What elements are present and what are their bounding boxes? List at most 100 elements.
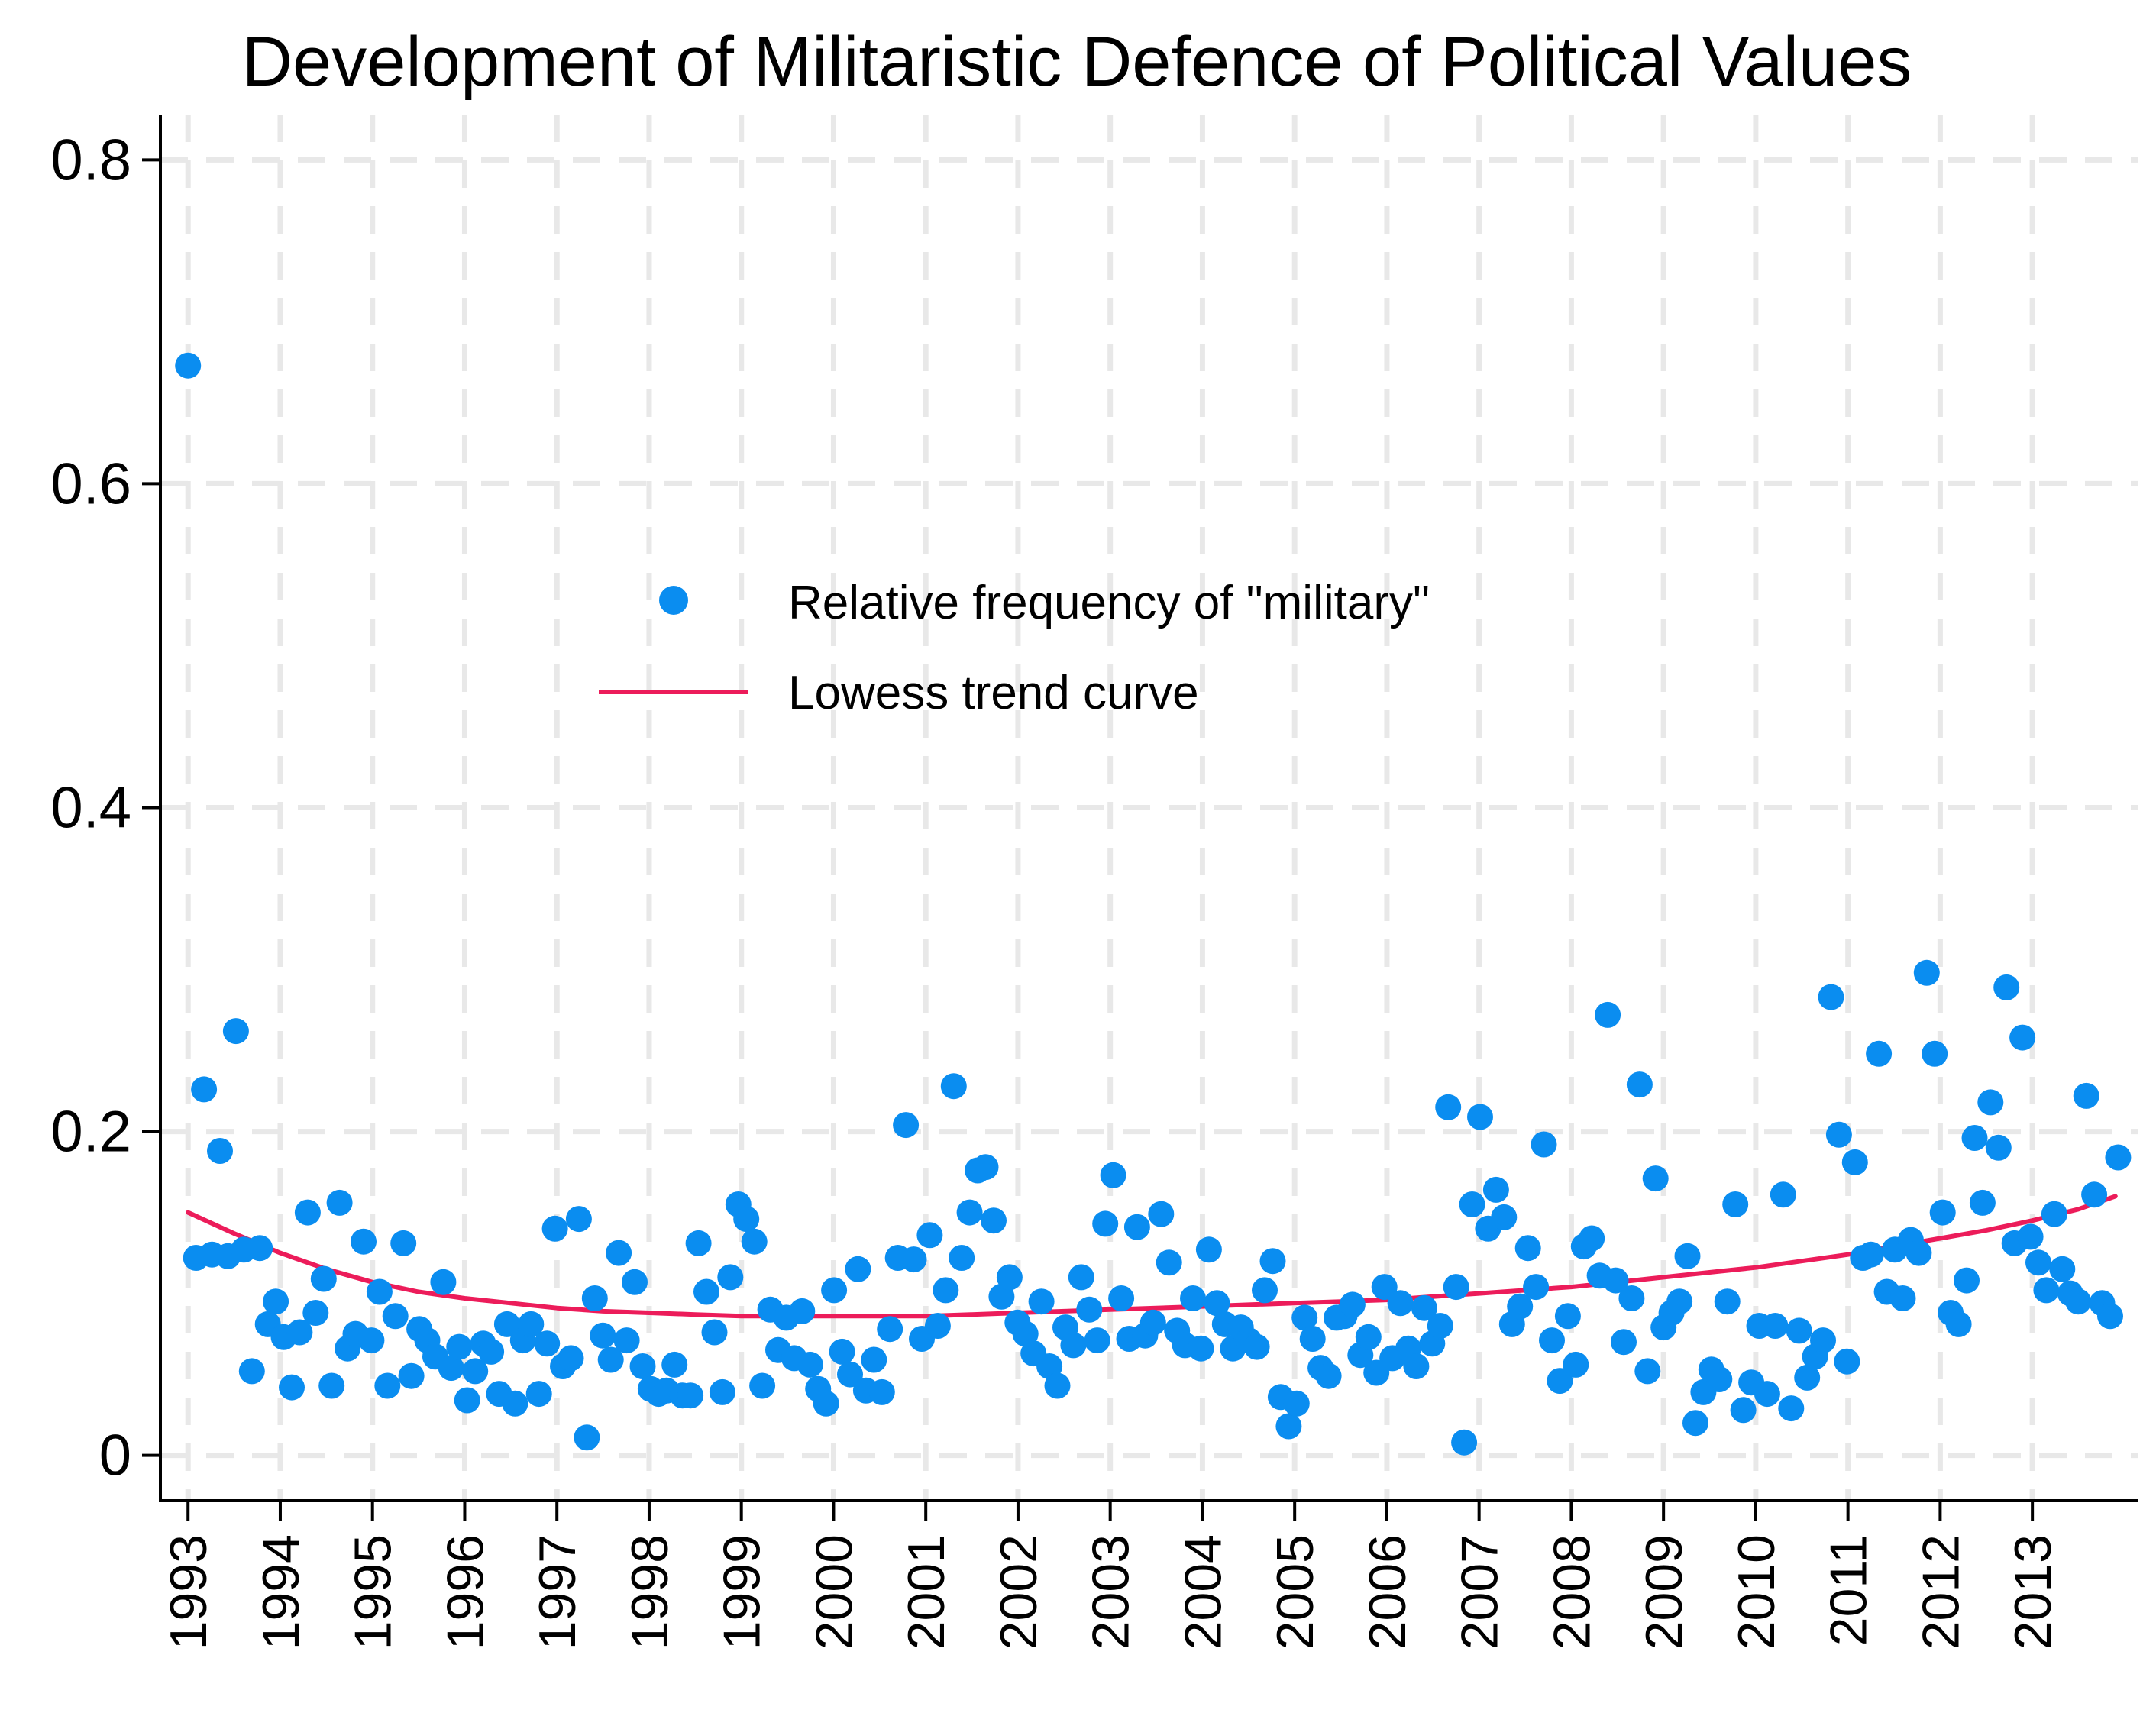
x-tick-label: 2009 xyxy=(1635,1534,1693,1650)
x-tick-label: 1996 xyxy=(436,1534,494,1650)
scatter-point xyxy=(1674,1243,1701,1269)
scatter-point xyxy=(294,1199,321,1226)
scatter-point xyxy=(1148,1201,1175,1227)
scatter-point xyxy=(2081,1181,2108,1208)
scatter-point xyxy=(366,1278,393,1305)
y-tick-label: 0.2 xyxy=(50,1100,131,1165)
y-tick-label: 0.6 xyxy=(50,451,131,516)
legend: Relative frequency of "military" Lowess … xyxy=(599,577,1430,719)
x-tick-label: 1995 xyxy=(344,1534,402,1650)
scatter-point xyxy=(1993,974,2020,1000)
scatter-point xyxy=(1028,1288,1055,1315)
scatter-point xyxy=(2105,1144,2132,1171)
scatter-point xyxy=(462,1358,489,1385)
scatter-point xyxy=(693,1278,719,1305)
scatter-point xyxy=(1139,1309,1166,1336)
scatter-point xyxy=(398,1362,425,1389)
scatter-point xyxy=(1977,1089,2004,1116)
scatter-point xyxy=(1252,1277,1278,1304)
scatter-point xyxy=(1913,959,1940,986)
scatter-point xyxy=(493,1311,520,1337)
scatter-point xyxy=(318,1372,345,1399)
scatter-point xyxy=(247,1235,273,1262)
scatter-point xyxy=(861,1346,887,1373)
scatter-point xyxy=(813,1390,839,1417)
x-tick-label: 2000 xyxy=(805,1534,863,1650)
scatter-point xyxy=(1762,1313,1789,1339)
scatter-point xyxy=(1778,1395,1805,1422)
scatter-point xyxy=(175,352,202,379)
scatter-point xyxy=(574,1424,600,1451)
scatter-point xyxy=(981,1207,1007,1234)
scatter-point xyxy=(1682,1410,1708,1437)
scatter-point xyxy=(1642,1165,1669,1192)
scatter-point xyxy=(845,1256,871,1282)
scatter-point xyxy=(1387,1290,1414,1317)
scatter-point xyxy=(1036,1353,1063,1379)
x-tick-label: 2005 xyxy=(1266,1534,1324,1650)
scatter-point xyxy=(1451,1429,1478,1456)
scatter-point xyxy=(534,1330,561,1357)
scatter-point xyxy=(1491,1204,1518,1230)
scatter-point xyxy=(1123,1214,1150,1240)
x-tick-label: 2004 xyxy=(1174,1534,1232,1650)
scatter-point xyxy=(1922,1040,1948,1067)
scatter-point xyxy=(877,1316,903,1343)
scatter-point xyxy=(1507,1293,1534,1320)
scatter-point xyxy=(1156,1249,1182,1276)
x-tick-label: 1997 xyxy=(528,1534,587,1650)
scatter-point xyxy=(1554,1303,1581,1330)
scatter-point xyxy=(1547,1368,1573,1395)
scatter-point xyxy=(996,1264,1023,1291)
scatter-point xyxy=(1044,1372,1071,1399)
scatter-point xyxy=(1092,1210,1119,1237)
scatter-point xyxy=(238,1358,265,1385)
scatter-point xyxy=(1459,1191,1485,1217)
scatter-point xyxy=(1403,1353,1430,1379)
scatter-point xyxy=(1275,1413,1302,1440)
scatter-point xyxy=(541,1215,568,1242)
scatter-point xyxy=(1810,1327,1836,1354)
scatter-point xyxy=(1602,1267,1629,1294)
scatter-point xyxy=(1754,1381,1780,1408)
scatter-point xyxy=(1722,1191,1749,1217)
scatter-point xyxy=(629,1353,656,1379)
scatter-point xyxy=(1770,1181,1796,1208)
scatter-point xyxy=(207,1138,233,1164)
scatter-point xyxy=(454,1387,480,1414)
x-tick-label: 2008 xyxy=(1543,1534,1601,1650)
scatter-point xyxy=(741,1228,768,1255)
x-tick-label: 2002 xyxy=(990,1534,1048,1650)
scatter-point xyxy=(1866,1040,1893,1067)
y-tick-label: 0.4 xyxy=(50,776,131,841)
x-tick-label: 2012 xyxy=(1912,1534,1970,1650)
scatter-point xyxy=(1283,1390,1310,1417)
scatter-point xyxy=(518,1311,545,1337)
scatter-point xyxy=(597,1346,624,1373)
scatter-point xyxy=(1411,1294,1437,1321)
scatter-point xyxy=(558,1345,584,1372)
x-tick-label: 1993 xyxy=(160,1534,218,1650)
scatter-point xyxy=(1905,1240,1932,1266)
scatter-point xyxy=(1889,1285,1916,1311)
scatter-point xyxy=(1339,1291,1366,1318)
scatter-point xyxy=(1482,1176,1509,1203)
scatter-point xyxy=(1523,1274,1550,1301)
scatter-point xyxy=(1188,1335,1214,1362)
scatter-point xyxy=(949,1245,975,1271)
scatter-point xyxy=(2073,1082,2099,1109)
scatter-point xyxy=(933,1277,959,1304)
scatter-point xyxy=(382,1303,409,1330)
scatter-point xyxy=(590,1322,616,1349)
scatter-point xyxy=(581,1285,608,1311)
scatter-point xyxy=(2049,1256,2076,1282)
scatter-point xyxy=(1076,1296,1103,1323)
chart-title: Development of Militaristic Defence of P… xyxy=(242,23,1912,101)
scatter-point xyxy=(1355,1324,1382,1350)
scatter-point xyxy=(1108,1285,1135,1311)
scatter-point xyxy=(972,1154,999,1181)
scatter-point xyxy=(1706,1366,1733,1392)
scatter-point xyxy=(263,1288,289,1315)
scatter-point xyxy=(868,1378,895,1405)
